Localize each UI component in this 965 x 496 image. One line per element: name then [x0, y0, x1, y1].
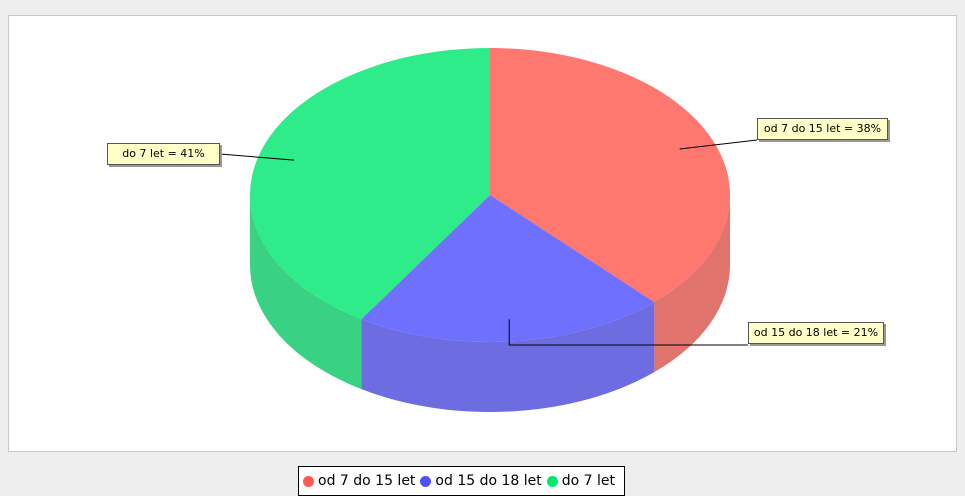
legend-item: od 7 do 15 let [303, 473, 415, 489]
legend-label: do 7 let [561, 473, 616, 489]
leader-line [508, 319, 748, 346]
legend-item: do 7 let [546, 473, 616, 489]
slice-label: do 7 let = 41% [107, 143, 220, 165]
slice [361, 195, 655, 343]
leader-line [679, 139, 758, 150]
slice [249, 48, 490, 320]
legend-swatch [420, 475, 432, 487]
slice-label: od 7 do 15 let = 38% [757, 118, 888, 140]
legend-swatch [546, 475, 558, 487]
legend-item: od 15 do 18 let [420, 473, 542, 489]
slice-side [654, 195, 730, 373]
slice-label: od 15 do 18 let = 21% [748, 322, 884, 344]
legend-label: od 15 do 18 let [435, 473, 542, 489]
slice-side [250, 195, 362, 390]
leader-line [219, 153, 295, 161]
slice [490, 48, 730, 303]
legend-label: od 7 do 15 let [318, 473, 416, 489]
slice-side [361, 302, 655, 412]
chart [219, 48, 758, 412]
legend-swatch [303, 475, 314, 487]
